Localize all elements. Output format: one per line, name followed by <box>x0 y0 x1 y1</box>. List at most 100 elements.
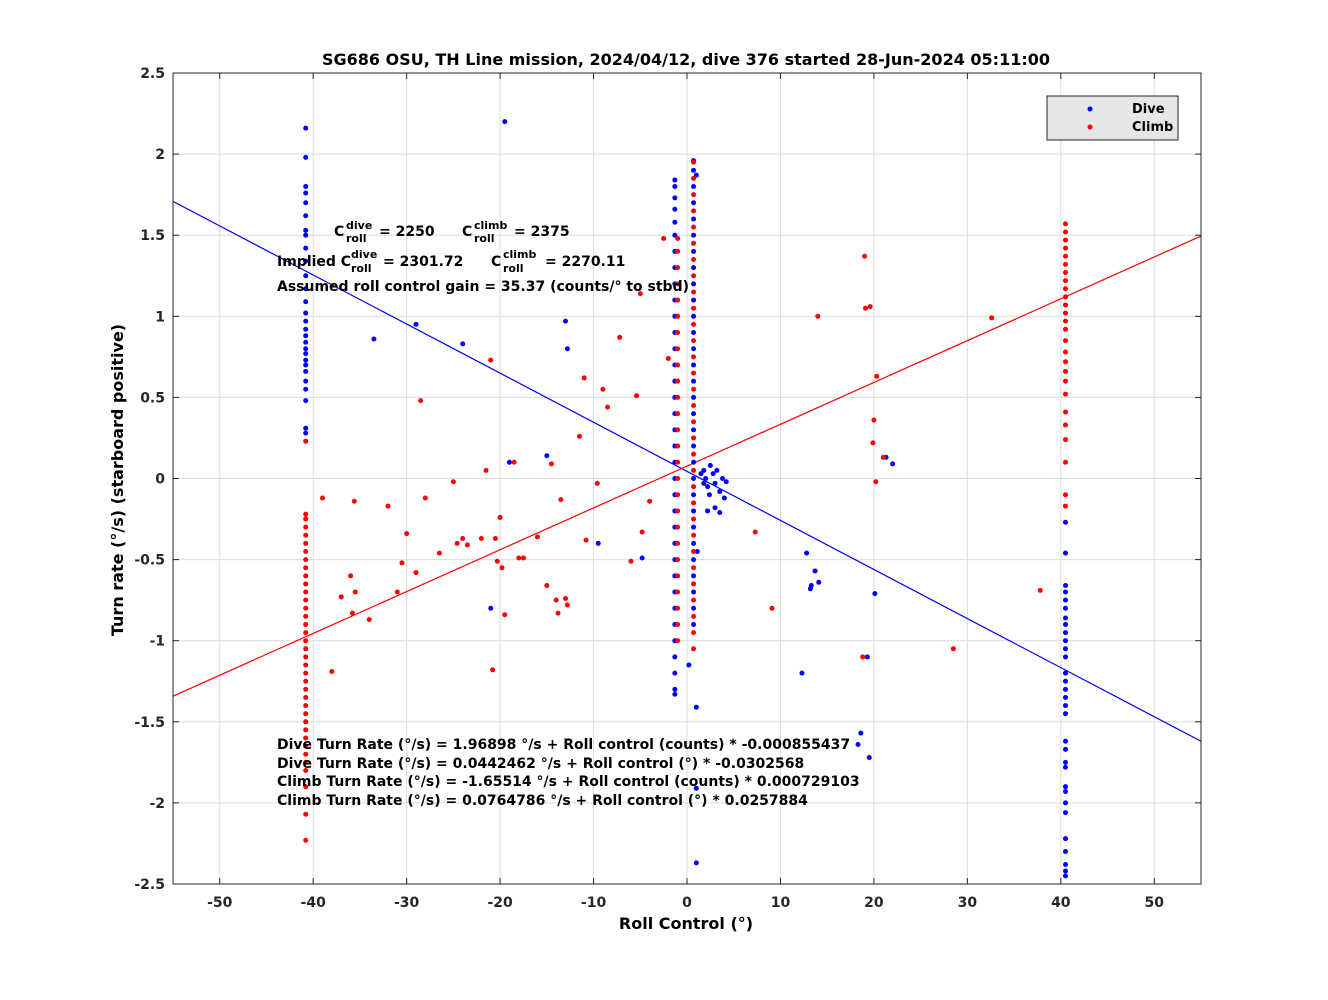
data-point <box>303 719 309 725</box>
data-point <box>1062 589 1068 595</box>
data-point <box>672 686 678 692</box>
y-tick-label: -1.5 <box>134 715 165 731</box>
data-point <box>1062 326 1068 332</box>
data-point <box>1062 237 1068 243</box>
x-tick-label: 10 <box>771 895 791 911</box>
data-point <box>705 508 711 514</box>
data-point <box>691 589 697 595</box>
data-point <box>1062 873 1068 879</box>
data-point <box>691 200 697 206</box>
data-point <box>639 555 645 561</box>
data-point <box>691 516 697 522</box>
data-point <box>675 411 681 417</box>
data-point <box>691 305 697 311</box>
implied-climb-sup: climb <box>503 248 537 261</box>
data-point <box>303 299 309 305</box>
data-point <box>303 605 309 611</box>
data-point <box>1062 278 1068 284</box>
data-point <box>675 540 681 546</box>
data-point <box>1062 368 1068 374</box>
data-point <box>874 373 880 379</box>
coefficient-annotation: C dive roll = 2250 C climb roll = 2375 I… <box>277 219 689 295</box>
data-point <box>605 404 611 410</box>
data-point <box>418 398 424 404</box>
x-tick-label: -30 <box>394 895 420 911</box>
data-point <box>497 514 503 520</box>
data-point <box>303 646 309 652</box>
data-point <box>672 177 678 183</box>
data-point <box>691 435 697 441</box>
data-point <box>371 336 377 342</box>
data-point <box>303 589 309 595</box>
data-point <box>675 265 681 271</box>
x-tick-label: 50 <box>1145 895 1165 911</box>
data-point <box>1062 800 1068 806</box>
data-point <box>506 459 512 465</box>
data-point <box>691 403 697 409</box>
data-point <box>691 581 697 587</box>
data-point <box>464 542 470 548</box>
data-point <box>712 505 718 511</box>
x-tick-label: 40 <box>1051 895 1071 911</box>
data-point <box>303 333 309 339</box>
data-point <box>675 508 681 514</box>
data-point <box>303 258 309 264</box>
data-point <box>691 184 697 190</box>
x-tick-label: -50 <box>207 895 233 911</box>
data-point <box>691 378 697 384</box>
data-point <box>1062 694 1068 700</box>
c-dive-value: = 2250 <box>379 224 435 240</box>
data-point <box>675 459 681 465</box>
data-point <box>303 362 309 368</box>
data-point <box>303 318 309 324</box>
data-point <box>303 190 309 196</box>
data-point <box>1062 492 1068 498</box>
data-point <box>703 476 709 481</box>
data-point <box>600 386 606 392</box>
data-point <box>303 438 309 444</box>
implied-climb-sub: roll <box>503 262 524 275</box>
data-point <box>303 286 309 292</box>
data-point <box>701 467 707 473</box>
data-point <box>450 479 456 485</box>
data-point <box>723 479 729 485</box>
fit-line <box>172 200 1202 742</box>
equation-dive-degrees: Dive Turn Rate (°/s) = 0.0442462 °/s + R… <box>277 756 804 772</box>
data-point <box>691 532 697 538</box>
legend-dive-marker <box>1087 106 1093 112</box>
data-point <box>1062 519 1068 525</box>
data-point <box>1062 597 1068 603</box>
y-tick-label: -2 <box>149 796 165 812</box>
data-point <box>691 500 697 506</box>
data-point <box>581 375 587 381</box>
data-point <box>693 785 699 791</box>
data-point <box>1062 621 1068 627</box>
data-point <box>693 704 699 710</box>
data-point <box>413 321 419 327</box>
data-point <box>548 461 554 467</box>
series-climb <box>303 159 1068 843</box>
data-point <box>303 703 309 709</box>
y-axis-label: Turn rate (°/s) (starboard positive) <box>108 324 127 636</box>
implied-dive-sup: dive <box>351 248 377 261</box>
data-point <box>1062 638 1068 644</box>
data-point <box>460 341 466 347</box>
data-point <box>721 495 727 501</box>
data-point <box>303 184 309 190</box>
implied-prefix: Implied C <box>277 254 351 270</box>
data-point <box>691 248 697 254</box>
data-point <box>303 811 309 817</box>
data-point <box>672 206 678 212</box>
data-point <box>694 548 700 554</box>
data-point <box>1062 630 1068 636</box>
data-point <box>544 583 550 589</box>
c-dive-prefix: C <box>334 224 344 240</box>
data-point <box>366 617 372 623</box>
data-point <box>1062 738 1068 744</box>
data-point <box>867 304 873 310</box>
data-point <box>534 534 540 540</box>
data-point <box>1062 422 1068 428</box>
x-tick-label: 0 <box>682 895 692 911</box>
data-point <box>691 175 697 181</box>
